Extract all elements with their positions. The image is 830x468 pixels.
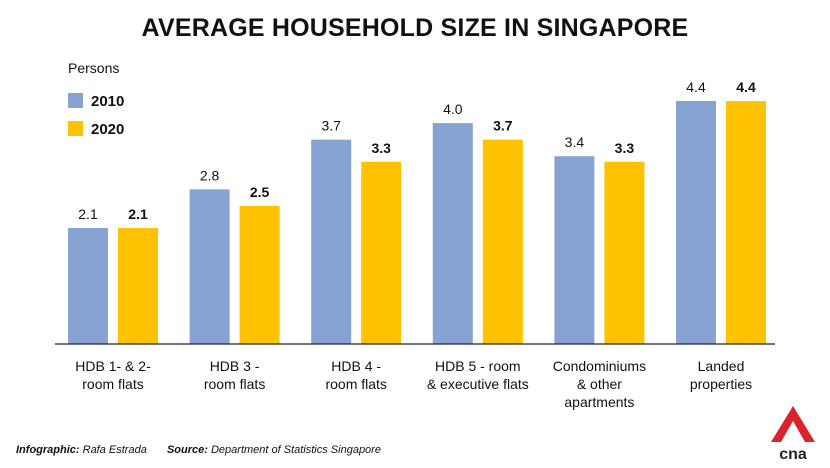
bar-2020-1 — [239, 205, 280, 344]
bar-2020-2 — [361, 161, 402, 344]
cna-logo-mark — [771, 406, 815, 442]
data-label-2010-1: 2.8 — [200, 167, 220, 183]
category-label-2-line-1: room flats — [325, 376, 386, 392]
legend-swatch-2010 — [68, 93, 83, 108]
category-label-4-line-0: Condominiums — [553, 358, 646, 374]
category-label-0-line-0: HDB 1- & 2- — [75, 358, 151, 374]
chart-title: AVERAGE HOUSEHOLD SIZE IN SINGAPORE — [141, 14, 689, 42]
data-label-2020-2: 3.3 — [371, 140, 391, 156]
data-label-2010-0: 2.1 — [78, 206, 98, 222]
legend-swatch-2020 — [68, 121, 83, 136]
bar-2020-4 — [604, 161, 645, 344]
cna-logo-text: cna — [779, 446, 807, 462]
bar-2010-1 — [189, 189, 230, 344]
category-label-4-line-2: apartments — [564, 394, 634, 410]
source-value: Department of Statistics Singapore — [210, 444, 381, 456]
bar-2010-4 — [554, 156, 595, 344]
category-label-2-line-0: HDB 4 - — [331, 358, 381, 374]
infographic-label: Infographic: — [16, 444, 80, 456]
data-label-2020-1: 2.5 — [250, 184, 270, 200]
legend-label-2020: 2020 — [91, 121, 124, 138]
bar-2020-5 — [726, 101, 766, 344]
category-label-4-line-1: & other — [577, 376, 622, 392]
data-label-2010-2: 3.7 — [321, 118, 341, 134]
bar-2010-3 — [432, 123, 473, 344]
bar-2010-5 — [676, 101, 716, 344]
data-label-2020-3: 3.7 — [493, 118, 513, 134]
bar-2010-0 — [68, 228, 108, 344]
data-label-2020-4: 3.3 — [615, 140, 635, 156]
data-label-2020-5: 4.4 — [736, 79, 756, 95]
category-label-5-line-1: properties — [690, 376, 752, 392]
y-axis-label: Persons — [68, 60, 119, 76]
data-label-2010-4: 3.4 — [565, 134, 585, 150]
footer-credits: Infographic: Rafa Estrada Source: Depart… — [16, 444, 381, 456]
legend-label-2010: 2010 — [91, 93, 124, 110]
data-label-2010-5: 4.4 — [686, 79, 706, 95]
category-label-3-line-0: HDB 5 - room — [435, 358, 521, 374]
category-label-3-line-1: & executive flats — [427, 376, 529, 392]
bar-2020-3 — [482, 139, 523, 344]
category-label-1-line-0: HDB 3 - — [210, 358, 260, 374]
bar-2020-0 — [118, 228, 158, 344]
infographic-value: Rafa Estrada — [82, 444, 147, 456]
bar-2010-2 — [311, 139, 352, 344]
category-label-0-line-1: room flats — [82, 376, 143, 392]
cna-logo: cna — [771, 406, 815, 462]
source-label: Source: — [166, 444, 208, 456]
data-label-2020-0: 2.1 — [128, 206, 148, 222]
category-label-5-line-0: Landed — [698, 358, 745, 374]
category-label-1-line-1: room flats — [204, 376, 265, 392]
data-label-2010-3: 4.0 — [443, 101, 463, 117]
